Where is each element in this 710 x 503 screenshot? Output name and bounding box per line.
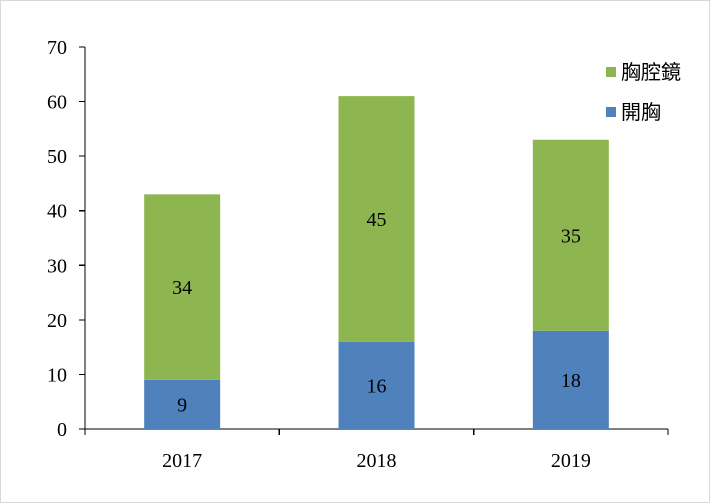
y-tick-label: 40 (47, 201, 67, 223)
y-axis: 0 10 20 30 40 50 60 70 (47, 37, 86, 441)
data-label-2017-開胸: 9 (177, 394, 187, 416)
bar-segment-2019-開胸 (532, 330, 609, 429)
y-tick-label: 50 (47, 146, 67, 168)
bar-segment-2018-開胸 (338, 341, 415, 429)
x-axis: 2017 2018 2019 (84, 428, 669, 472)
y-tick-label: 20 (47, 310, 67, 332)
data-label-2019-胸腔鏡: 35 (561, 225, 581, 247)
legend-label: 胸腔鏡 (621, 60, 681, 84)
y-tick-label: 10 (47, 364, 67, 386)
data-label-2019-開胸: 18 (561, 370, 581, 392)
data-labels: 9 34 16 45 18 35 (172, 209, 581, 417)
y-tick-label: 60 (47, 92, 67, 114)
bar-segment-2017-胸腔鏡 (144, 194, 221, 380)
data-label-2018-開胸: 16 (367, 375, 387, 397)
y-tick-label: 0 (57, 419, 67, 441)
y-tick-label: 70 (47, 37, 67, 59)
x-tick-label: 2018 (357, 450, 397, 472)
legend-swatch (606, 67, 616, 77)
legend-swatch (606, 107, 616, 117)
x-tick-label: 2017 (162, 450, 202, 472)
legend-label: 開胸 (621, 100, 661, 124)
x-tick-label: 2019 (551, 450, 591, 472)
bars (144, 96, 609, 429)
data-label-2017-胸腔鏡: 34 (172, 277, 192, 299)
y-tick-label: 30 (47, 255, 67, 277)
bar-segment-2018-胸腔鏡 (338, 96, 415, 342)
bar-segment-2017-開胸 (144, 379, 221, 429)
bar-segment-2019-胸腔鏡 (532, 139, 609, 331)
data-label-2018-胸腔鏡: 45 (367, 209, 387, 231)
